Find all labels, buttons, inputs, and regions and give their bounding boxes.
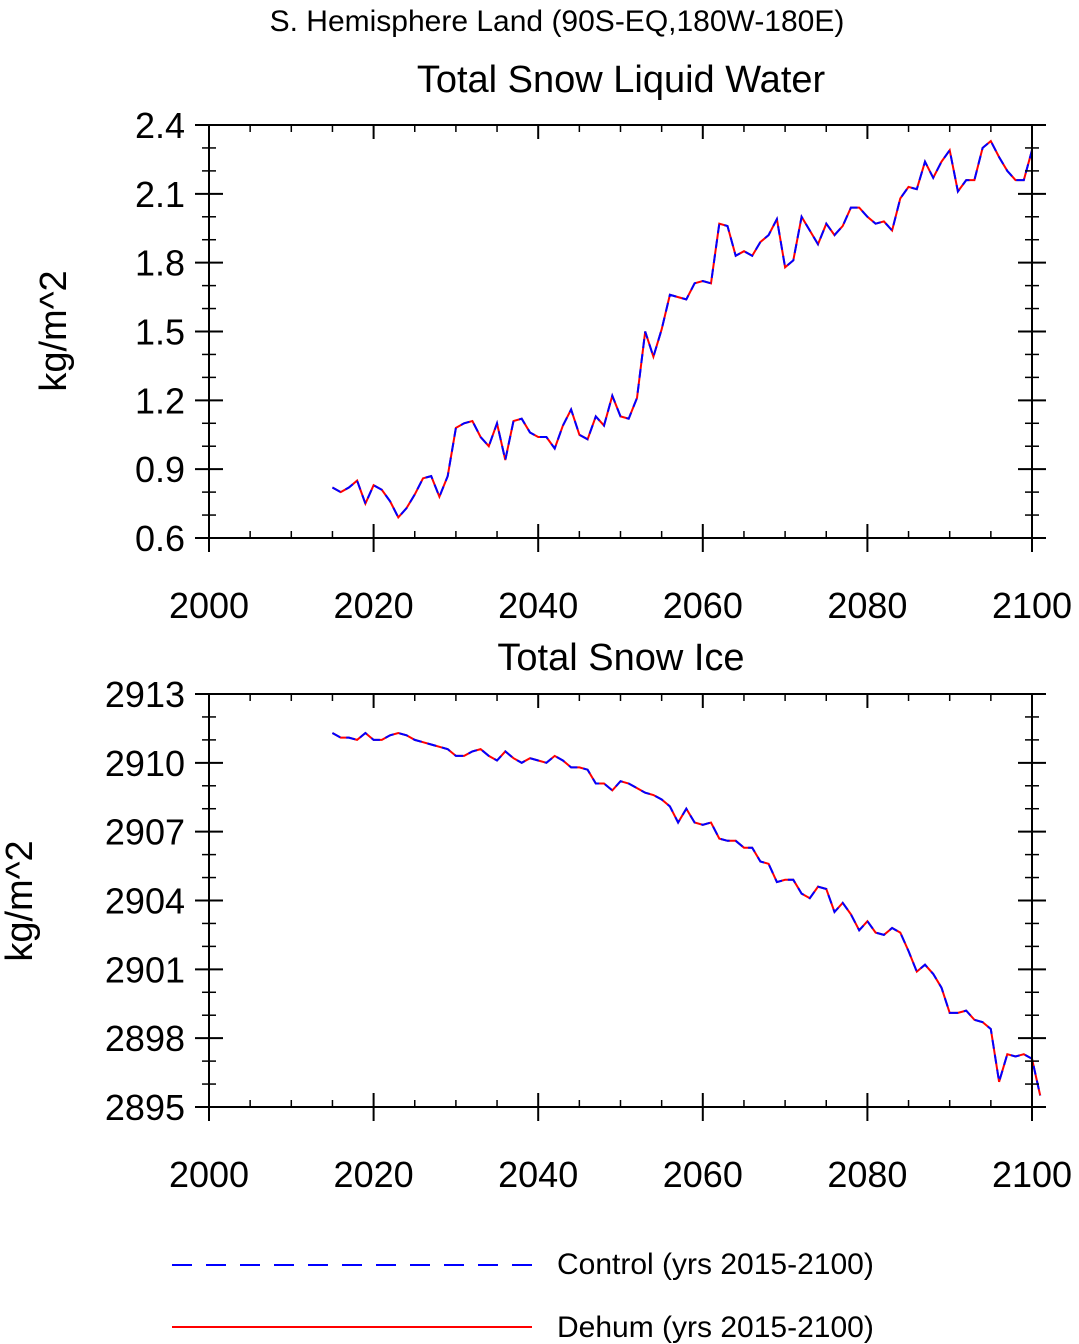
x-tick-label: 2100 <box>992 1154 1072 1195</box>
y-axis-label: kg/m^2 <box>33 270 75 391</box>
y-tick-label: 1.5 <box>135 312 185 353</box>
y-tick-label: 2907 <box>105 812 185 853</box>
y-tick-label: 1.8 <box>135 243 185 284</box>
panel-title: Total Snow Ice <box>497 637 744 679</box>
x-tick-label: 2020 <box>334 585 414 626</box>
x-tick-label: 2040 <box>498 1154 578 1195</box>
x-tick-label: 2040 <box>498 585 578 626</box>
x-tick-label: 2060 <box>663 1154 743 1195</box>
series-dehum-line <box>331 139 1033 520</box>
y-tick-label: 2901 <box>105 949 185 990</box>
x-tick-label: 2080 <box>827 585 907 626</box>
panel-snow-liquid-water: Total Snow Liquid Water kg/m^2 2000 2020 2… <box>33 59 1072 626</box>
plot-frame <box>208 693 1033 1108</box>
y-tick-label: 1.2 <box>135 380 185 421</box>
y-tick-label: 2895 <box>105 1087 185 1128</box>
y-axis-label: kg/m^2 <box>0 840 41 961</box>
x-tick-label: 2060 <box>663 585 743 626</box>
series-dehum-line <box>331 731 1042 1096</box>
panel-snow-ice: Total Snow Ice kg/m^2 2000 2020 2040 2060 20… <box>0 637 1072 1195</box>
legend-control-label: Control (yrs 2015-2100) <box>557 1248 874 1281</box>
series-control-line <box>331 731 1042 1096</box>
legend: Control (yrs 2015-2100) Dehum (yrs 2015-… <box>172 1248 874 1344</box>
figure-title: S. Hemisphere Land (90S-EQ,180W-180E) <box>270 5 845 38</box>
legend-dehum-label: Dehum (yrs 2015-2100) <box>557 1311 874 1344</box>
x-tick-label: 2080 <box>827 1154 907 1195</box>
y-tick-label: 2904 <box>105 881 185 922</box>
y-tick-label: 0.6 <box>135 518 185 559</box>
y-tick-label: 2913 <box>105 674 185 715</box>
x-tick-label: 2020 <box>334 1154 414 1195</box>
x-tick-label: 2000 <box>169 1154 249 1195</box>
y-tick-label: 2898 <box>105 1018 185 1059</box>
y-tick-label: 2.1 <box>135 174 185 215</box>
panel-title: Total Snow Liquid Water <box>417 59 826 101</box>
y-tick-label: 0.9 <box>135 449 185 490</box>
series-control-line <box>331 139 1033 520</box>
y-tick-label: 2910 <box>105 743 185 784</box>
x-tick-label: 2100 <box>992 585 1072 626</box>
y-tick-label: 2.4 <box>135 105 185 146</box>
x-tick-label: 2000 <box>169 585 249 626</box>
